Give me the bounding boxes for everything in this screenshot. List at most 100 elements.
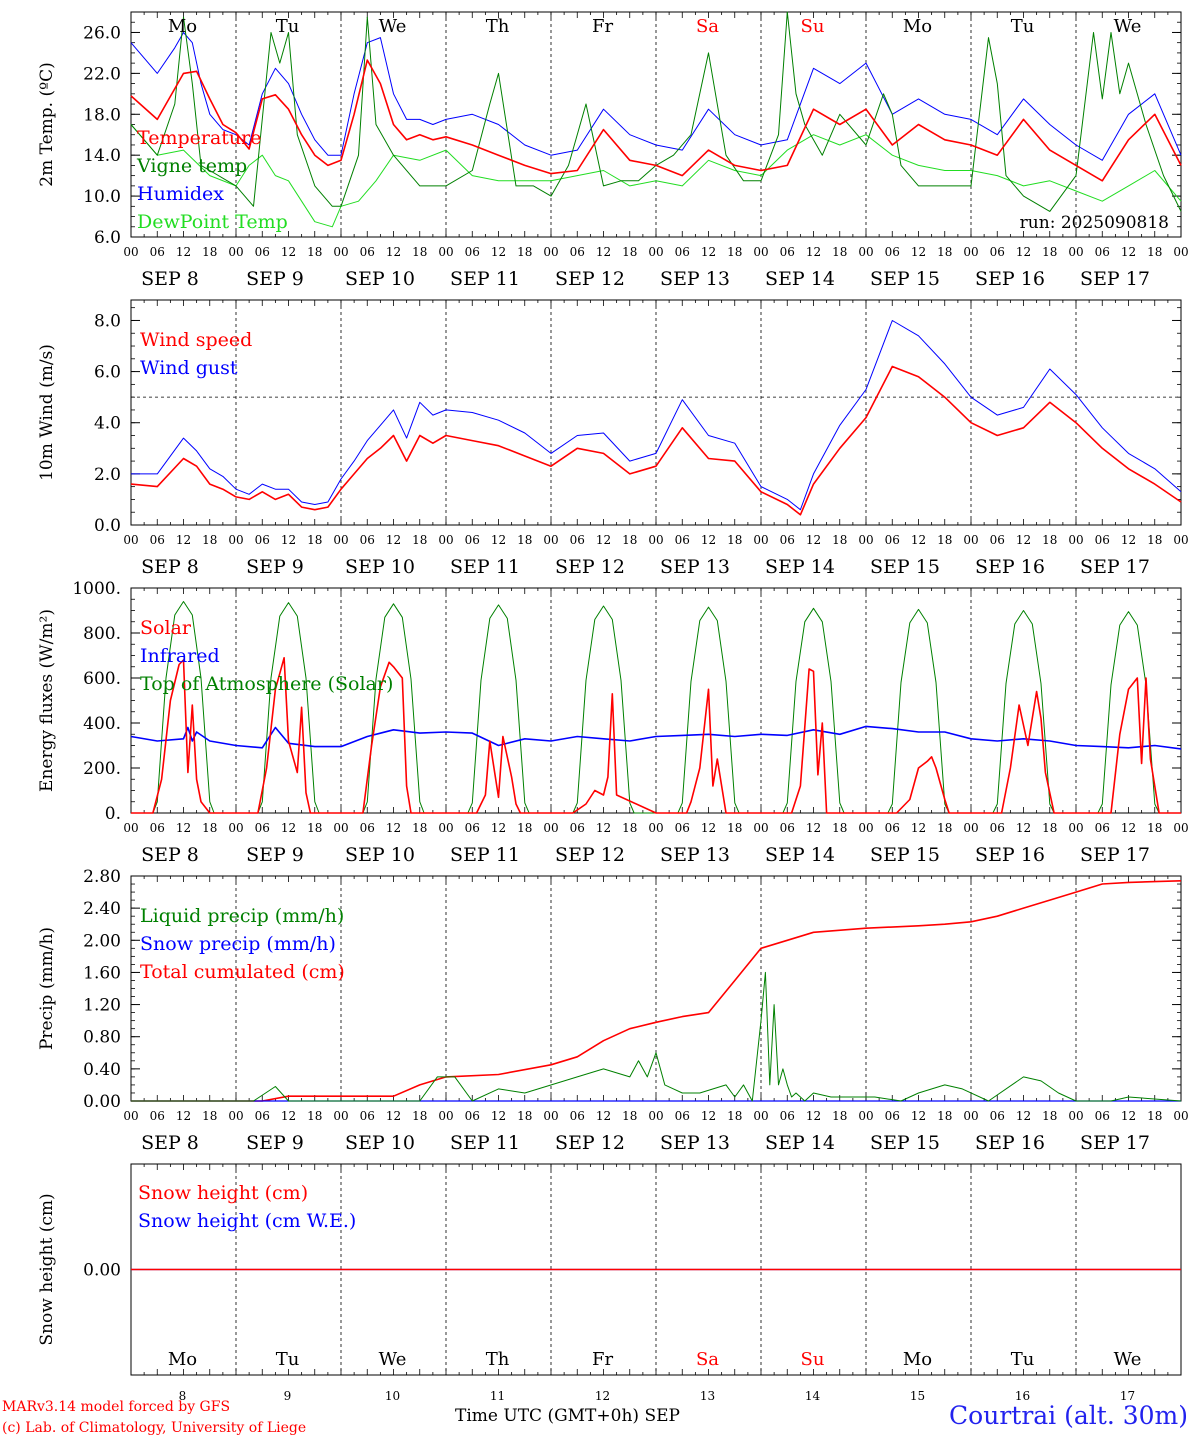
day-of-week-label: Mo — [903, 1349, 932, 1370]
date-label: SEP 8 — [141, 268, 199, 290]
hour-label: 06 — [675, 1109, 690, 1123]
hour-label: 06 — [150, 245, 165, 259]
y-axis-title: Precip (mm/h) — [37, 927, 57, 1050]
panel-3: 00 06 12 18 00 06 12 18 00 06 12 18 00 06 12 18 00 06 12 18… — [37, 579, 1189, 866]
date-label: SEP 13 — [660, 268, 730, 290]
hour-label: 12 — [386, 1109, 401, 1123]
hour-label: 06 — [255, 821, 270, 835]
y-tick-label: 1.20 — [83, 996, 121, 1016]
day-of-week-label: Tu — [276, 1349, 300, 1370]
hour-label: 18 — [622, 821, 637, 835]
y-tick-label: 0.80 — [83, 1028, 121, 1048]
hour-label: 06 — [780, 821, 795, 835]
hour-label: 00 — [1173, 1109, 1188, 1123]
y-tick-label: 6.0 — [94, 363, 121, 383]
panel-2: 00 06 12 18 00 06 12 18 00 06 12 18 00 06 12 18 00 06 12 18… — [37, 299, 1189, 578]
hour-label: 00 — [438, 533, 453, 547]
hour-label: 00 — [648, 533, 663, 547]
hour-label: 06 — [675, 821, 690, 835]
series-line-1 — [131, 971, 1182, 1102]
legend-entry: Temperature — [137, 127, 261, 149]
hour-label: 06 — [150, 1109, 165, 1123]
legend-entry: Snow precip (mm/h) — [140, 933, 336, 955]
legend-entry: Solar — [140, 617, 192, 639]
hour-label: 00 — [123, 245, 138, 259]
day-of-week-label: We — [379, 16, 407, 37]
legend-entry: Snow height (cm W.E.) — [138, 1210, 356, 1232]
y-tick-label: 1000. — [72, 579, 121, 599]
day-number-label: 10 — [385, 1389, 400, 1403]
hour-label: 06 — [570, 821, 585, 835]
hour-label: 12 — [701, 533, 716, 547]
hour-label: 06 — [570, 533, 585, 547]
date-label: SEP 16 — [975, 1132, 1045, 1154]
hour-label: 12 — [701, 245, 716, 259]
hour-label: 00 — [438, 821, 453, 835]
hour-label: 18 — [727, 821, 742, 835]
hour-label: 00 — [333, 533, 348, 547]
day-number-label: 9 — [284, 1389, 292, 1403]
hour-label: 06 — [1095, 245, 1110, 259]
hour-label: 00 — [753, 245, 768, 259]
day-number-label: 16 — [1015, 1389, 1030, 1403]
hour-label: 00 — [228, 533, 243, 547]
model-credit: MARv3.14 model forced by GFS — [2, 1399, 231, 1415]
hour-label: 00 — [1173, 821, 1188, 835]
hour-label: 00 — [543, 533, 558, 547]
hour-label: 06 — [465, 821, 480, 835]
panel-1: 00 06 12 18 00 06 12 18 00 06 12 18 00 06 12 18 00 06 12 18… — [37, 11, 1189, 290]
hour-label: 12 — [176, 1109, 191, 1123]
date-label: SEP 13 — [660, 1132, 730, 1154]
y-tick-label: 0. — [105, 804, 121, 824]
y-tick-label: 26.0 — [83, 23, 121, 43]
hour-label: 18 — [412, 1109, 427, 1123]
legend-entry: Total cumulated (cm) — [140, 961, 345, 983]
day-of-week-label: Tu — [1011, 16, 1035, 37]
hour-label: 06 — [885, 1109, 900, 1123]
hour-label: 06 — [255, 533, 270, 547]
date-label: SEP 15 — [870, 844, 940, 866]
hour-label: 00 — [438, 245, 453, 259]
y-tick-label: 8.0 — [94, 311, 121, 331]
series-line-3 — [131, 880, 1182, 1102]
hour-label: 06 — [675, 245, 690, 259]
date-label: SEP 15 — [870, 556, 940, 578]
series-line-2 — [130, 725, 1182, 750]
hour-label: 12 — [281, 821, 296, 835]
hour-label: 12 — [596, 245, 611, 259]
hour-label: 12 — [701, 821, 716, 835]
hour-label: 06 — [885, 821, 900, 835]
hour-label: 12 — [911, 533, 926, 547]
hour-label: 12 — [281, 533, 296, 547]
date-label: SEP 12 — [555, 844, 625, 866]
hour-label: 12 — [281, 245, 296, 259]
hour-label: 00 — [123, 533, 138, 547]
y-tick-label: 6.0 — [94, 228, 121, 248]
hour-label: 06 — [1095, 1109, 1110, 1123]
hour-label: 06 — [1095, 533, 1110, 547]
hour-label: 06 — [465, 245, 480, 259]
date-label: SEP 10 — [345, 844, 415, 866]
day-of-week-label: Fr — [592, 16, 613, 37]
date-label: SEP 12 — [555, 556, 625, 578]
legend-entry: Top of Atmosphere (Solar) — [140, 673, 393, 695]
hour-label: 18 — [622, 1109, 637, 1123]
hour-label: 18 — [412, 245, 427, 259]
hour-label: 12 — [491, 245, 506, 259]
date-label: SEP 11 — [450, 844, 520, 866]
date-label: SEP 16 — [975, 556, 1045, 578]
lab-credit: (c) Lab. of Climatology, University of L… — [2, 1420, 307, 1436]
date-label: SEP 17 — [1080, 268, 1150, 290]
hour-label: 06 — [150, 533, 165, 547]
hour-label: 18 — [727, 533, 742, 547]
date-label: SEP 14 — [765, 1132, 835, 1154]
date-label: SEP 15 — [870, 268, 940, 290]
x-axis-title: Time UTC (GMT+0h) SEP — [455, 1406, 680, 1426]
y-axis-title: Energy fluxes (W/m²) — [37, 609, 57, 792]
hour-label: 06 — [780, 245, 795, 259]
y-tick-label: 18.0 — [83, 105, 121, 125]
date-label: SEP 9 — [246, 844, 304, 866]
hour-label: 00 — [753, 1109, 768, 1123]
series-line-1 — [131, 656, 1181, 814]
hour-label: 06 — [780, 1109, 795, 1123]
